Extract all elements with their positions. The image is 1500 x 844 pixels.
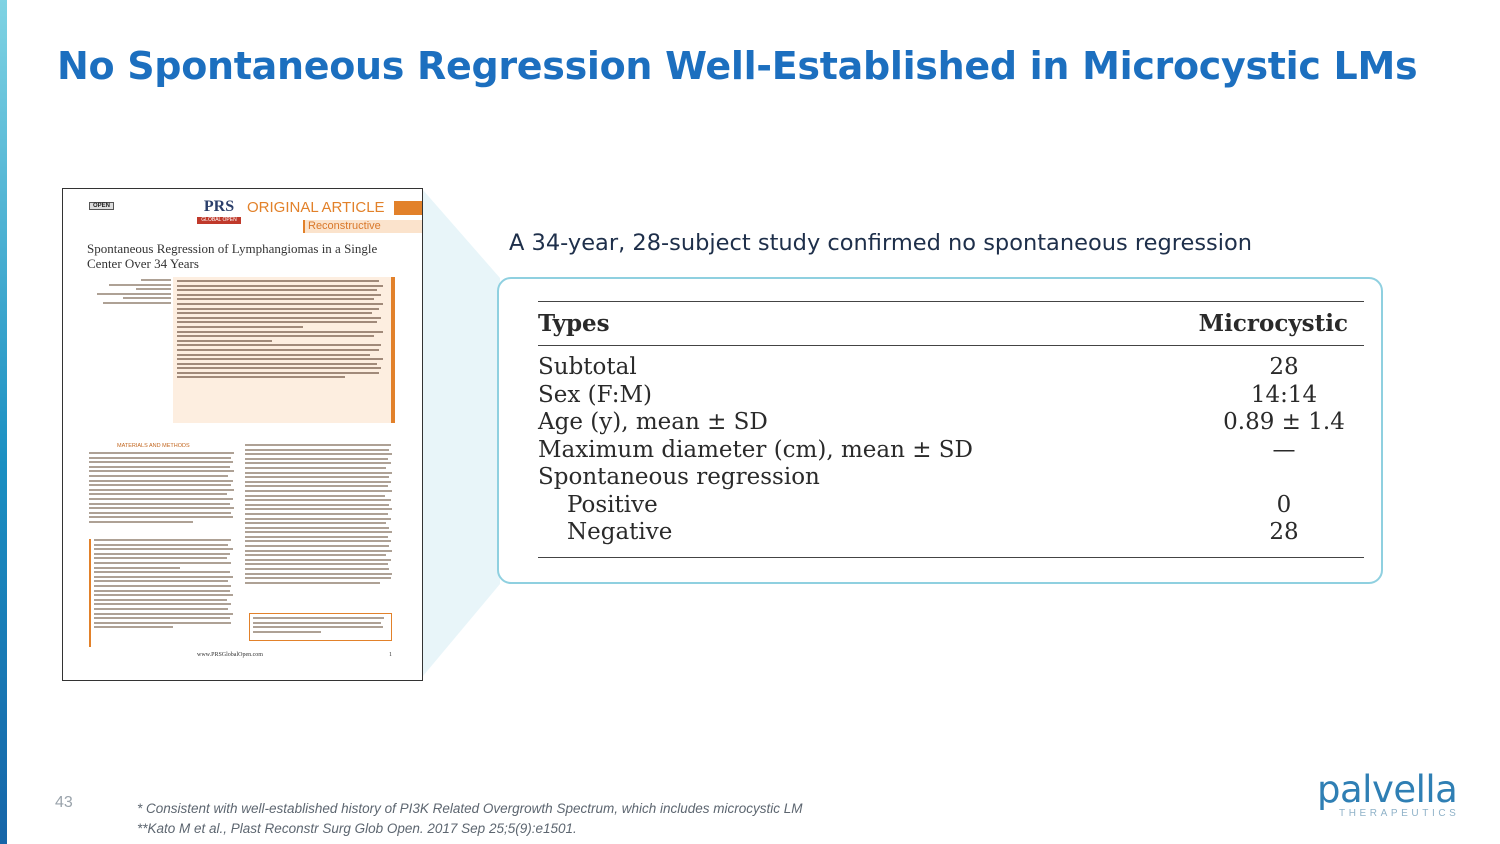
logo-tagline: THERAPEUTICS — [1339, 808, 1460, 819]
table-row: Spontaneous regression — [538, 464, 1364, 492]
footnote-2: **Kato M et al., Plast Reconstr Surg Glo… — [137, 821, 577, 836]
row-value: — — [1272, 436, 1296, 463]
article-section-label: Reconstructive — [303, 220, 422, 233]
journal-logo-subtext: GLOBAL OPEN — [197, 217, 241, 224]
row-label: Negative — [567, 519, 673, 546]
table-row: Age (y), mean ± SD 0.89 ± 1.4 — [538, 409, 1364, 437]
journal-logo: PRS GLOBAL OPEN — [197, 198, 241, 228]
article-type-bar — [394, 201, 422, 215]
study-results-table: Types Microcystic Subtotal 28 Sex (F:M) … — [538, 301, 1364, 558]
paper-footer-url: www.PRSGlobalOpen.com — [197, 652, 263, 658]
table-row: Negative 28 — [538, 519, 1364, 557]
row-value: 28 — [1269, 519, 1299, 546]
logo-wordmark: palvella — [1317, 768, 1458, 811]
open-access-badge: OPEN — [89, 202, 115, 210]
paper-authors — [83, 279, 171, 307]
study-caption: A 34-year, 28-subject study confirmed no… — [509, 230, 1253, 256]
left-accent-bar — [0, 0, 7, 844]
journal-logo-text: PRS — [203, 198, 235, 215]
paper-left-column — [89, 452, 237, 526]
paper-abstract — [173, 277, 395, 423]
table-row: Positive 0 — [538, 492, 1364, 520]
row-value: 0.89 ± 1.4 — [1223, 409, 1345, 436]
study-table-card: Types Microcystic Subtotal 28 Sex (F:M) … — [497, 277, 1383, 584]
slide-title: No Spontaneous Regression Well-Establish… — [57, 44, 1418, 88]
company-logo: palvella THERAPEUTICS — [1317, 768, 1477, 820]
paper-title: Spontaneous Regression of Lymphangiomas … — [87, 241, 378, 271]
column-header-types: Types — [538, 310, 610, 337]
row-value: 28 — [1269, 354, 1299, 381]
row-label: Sex (F:M) — [538, 381, 653, 408]
table-row: Sex (F:M) 14:14 — [538, 382, 1364, 410]
paper-section-heading: MATERIALS AND METHODS — [117, 443, 190, 449]
paper-disclosure-box — [249, 613, 392, 641]
footnote-1: * Consistent with well-established histo… — [137, 801, 803, 816]
row-value: 0 — [1276, 491, 1292, 518]
row-value: 14:14 — [1250, 381, 1318, 408]
page-number: 43 — [55, 794, 73, 811]
table-row: Maximum diameter (cm), mean ± SD — — [538, 437, 1364, 465]
row-label: Subtotal — [538, 354, 637, 381]
table-row: Subtotal 28 — [538, 346, 1364, 382]
row-value — [1134, 464, 1364, 492]
paper-affiliations — [89, 539, 237, 647]
paper-right-column — [245, 444, 395, 586]
paper-footer-page: 1 — [389, 652, 392, 658]
row-label: Spontaneous regression — [538, 464, 820, 491]
column-header-microcystic: Microcystic — [1198, 310, 1348, 337]
paper-thumbnail: OPEN PRS GLOBAL OPEN ORIGINAL ARTICLE Re… — [62, 188, 423, 681]
article-type-label: ORIGINAL ARTICLE — [247, 199, 385, 216]
row-label: Positive — [567, 491, 658, 518]
table-header-row: Types Microcystic — [538, 301, 1364, 346]
row-label: Maximum diameter (cm), mean ± SD — [538, 436, 974, 463]
row-label: Age (y), mean ± SD — [538, 409, 768, 436]
